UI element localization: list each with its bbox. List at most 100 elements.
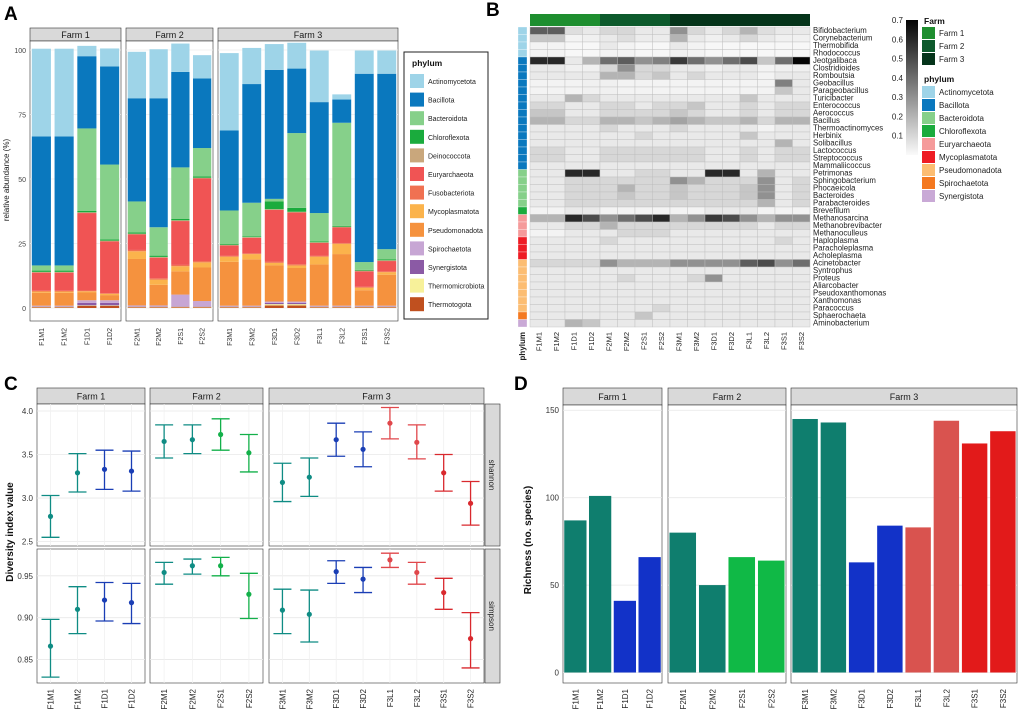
heatmap-cell [687, 139, 706, 148]
heatmap-cell [529, 206, 548, 215]
phylum-legend-label-mycoplasmatota: Mycoplasmatota [939, 153, 998, 162]
species-label-bacillus: Bacillus [813, 116, 840, 125]
heatmap-cell [529, 319, 548, 328]
heatmap-cell [547, 49, 566, 58]
heatmap-cell [774, 94, 793, 103]
heatmap-cell [669, 49, 688, 58]
heatmap-cell [529, 229, 548, 238]
heatmap-cell [722, 71, 741, 80]
bar-segment-mycoplasmatota [332, 243, 352, 255]
heatmap-cell [529, 236, 548, 245]
phylum-annotation-cell [517, 304, 528, 313]
heatmap-cell [634, 131, 653, 140]
heatmap-cell [722, 199, 741, 208]
heatmap-cell [792, 101, 811, 110]
bar-segment-mycoplasmatota [377, 272, 397, 275]
phylum-annotation-cell [517, 169, 528, 178]
heatmap-cell [634, 169, 653, 178]
heatmap-cell [582, 169, 601, 178]
bar-segment-fusobacteriota [100, 293, 120, 294]
bar-segment-thermotogota [31, 307, 51, 308]
heatmap-cell [617, 251, 636, 260]
legend-label-chloroflexota: Chloroflexota [428, 135, 469, 142]
heatmap-cell [722, 319, 741, 328]
heatmap-cell [792, 131, 811, 140]
x-tick-label-f2m1: F2M1 [604, 332, 613, 351]
bar-segment-deinococcota [192, 177, 212, 179]
heatmap-cell [722, 259, 741, 268]
farm-legend-swatch [922, 40, 935, 52]
heatmap-cell [547, 214, 566, 223]
heatmap-cell [704, 229, 723, 238]
bar-segment-pseudomonadota [100, 295, 120, 301]
bar-segment-deinococcota [219, 244, 239, 246]
heatmap-cell [617, 319, 636, 328]
bar-segment-deinococcota [127, 233, 147, 235]
bar-segment-euryarchaeota [354, 271, 374, 287]
heatmap-cell [634, 221, 653, 230]
bar-segment-synergistota [171, 306, 190, 307]
bar-segment-bacteroidota [219, 210, 239, 245]
bar-segment-euryarchaeota [332, 227, 352, 243]
heatmap-cell [792, 116, 811, 125]
colorbar-tick-label: 0.4 [892, 74, 904, 83]
bar-segment-synergistota [309, 306, 329, 307]
y-tick-label: 50 [550, 581, 559, 590]
bar-segment-deinococcota [332, 226, 352, 228]
farm-legend-swatch [922, 27, 935, 39]
heatmap-cell [774, 319, 793, 328]
heatmap-cell [669, 251, 688, 260]
bar-f1m2 [588, 495, 612, 673]
heatmap-cell [704, 64, 723, 73]
heatmap-cell [792, 161, 811, 170]
heatmap-cell [564, 214, 583, 223]
heatmap-cell [739, 124, 758, 133]
heatmap-cell [722, 26, 741, 35]
phylum-annotation-cell [517, 86, 528, 95]
heatmap-cell [704, 266, 723, 275]
heatmap-cell [652, 191, 671, 200]
phylum-annotation-cell [517, 199, 528, 208]
bar-f1d1 [613, 600, 637, 673]
legend-label-spirochaetota: Spirochaetota [428, 246, 471, 253]
heatmap-cell [757, 304, 776, 313]
heatmap-cell [599, 26, 618, 35]
heatmap-cell [547, 274, 566, 283]
heatmap-cell [564, 49, 583, 58]
heatmap-cell [774, 79, 793, 88]
heatmap-cell [774, 154, 793, 163]
heatmap-cell [582, 101, 601, 110]
bar-segment-thermotogota [287, 305, 307, 308]
phylum-annotation-cell [517, 56, 528, 65]
heatmap-cell [529, 146, 548, 155]
heatmap-cell [652, 49, 671, 58]
heatmap-cell [669, 199, 688, 208]
heatmap-cell [582, 131, 601, 140]
bar-segment-euryarchaeota [31, 272, 51, 291]
heatmap-cell [704, 139, 723, 148]
heatmap-cell [634, 229, 653, 238]
bar-segment-bacteroidota [54, 265, 74, 271]
heatmap-cell [564, 229, 583, 238]
heatmap-cell [529, 281, 548, 290]
bar-segment-mycoplasmatota [309, 256, 329, 265]
mean-point-f2s1 [218, 563, 224, 569]
bar-segment-mycoplasmatota [192, 262, 212, 268]
heatmap-cell [617, 221, 636, 230]
bar-segment-mycoplasmatota [100, 293, 120, 296]
heatmap-cell [774, 214, 793, 223]
heatmap-cell [564, 199, 583, 208]
legend-swatch-thermomicrobiota [410, 278, 424, 293]
x-tick-label-f1d1: F1D1 [84, 328, 91, 345]
heatmap-cell [704, 274, 723, 283]
species-label-paracoccus: Paracoccus [813, 304, 854, 313]
heatmap-cell [722, 236, 741, 245]
phylum-annotation-cell [517, 221, 528, 230]
heatmap-cell [704, 56, 723, 65]
phylum-annotation-cell [517, 26, 528, 35]
heatmap-cell [704, 34, 723, 43]
heatmap-cell [739, 289, 758, 298]
heatmap-cell [757, 319, 776, 328]
phylum-annotation-cell [517, 161, 528, 170]
heatmap-cell [634, 206, 653, 215]
